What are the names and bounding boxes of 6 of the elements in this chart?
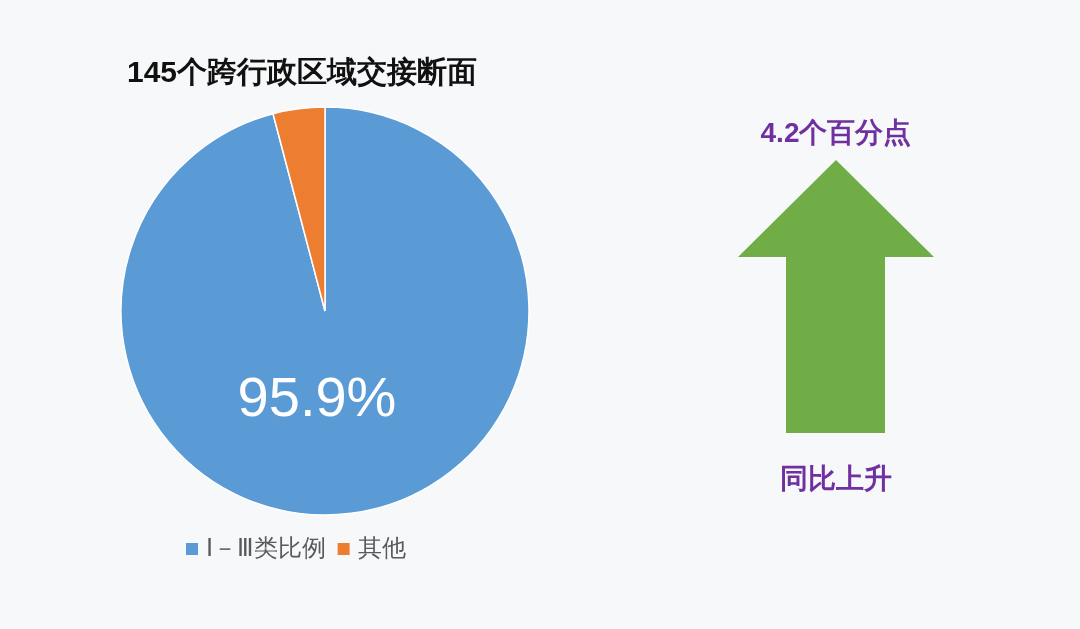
text: 4.2个百分点 (760, 117, 912, 148)
chart-title: 145个跨行政区域交接断面 (127, 55, 478, 88)
legend-label: 其他 (357, 534, 406, 561)
data-label: 95.9% (237, 365, 397, 428)
legend-label: Ⅰ－Ⅲ类比例 (206, 534, 326, 561)
text: 同比上升 (780, 463, 892, 494)
